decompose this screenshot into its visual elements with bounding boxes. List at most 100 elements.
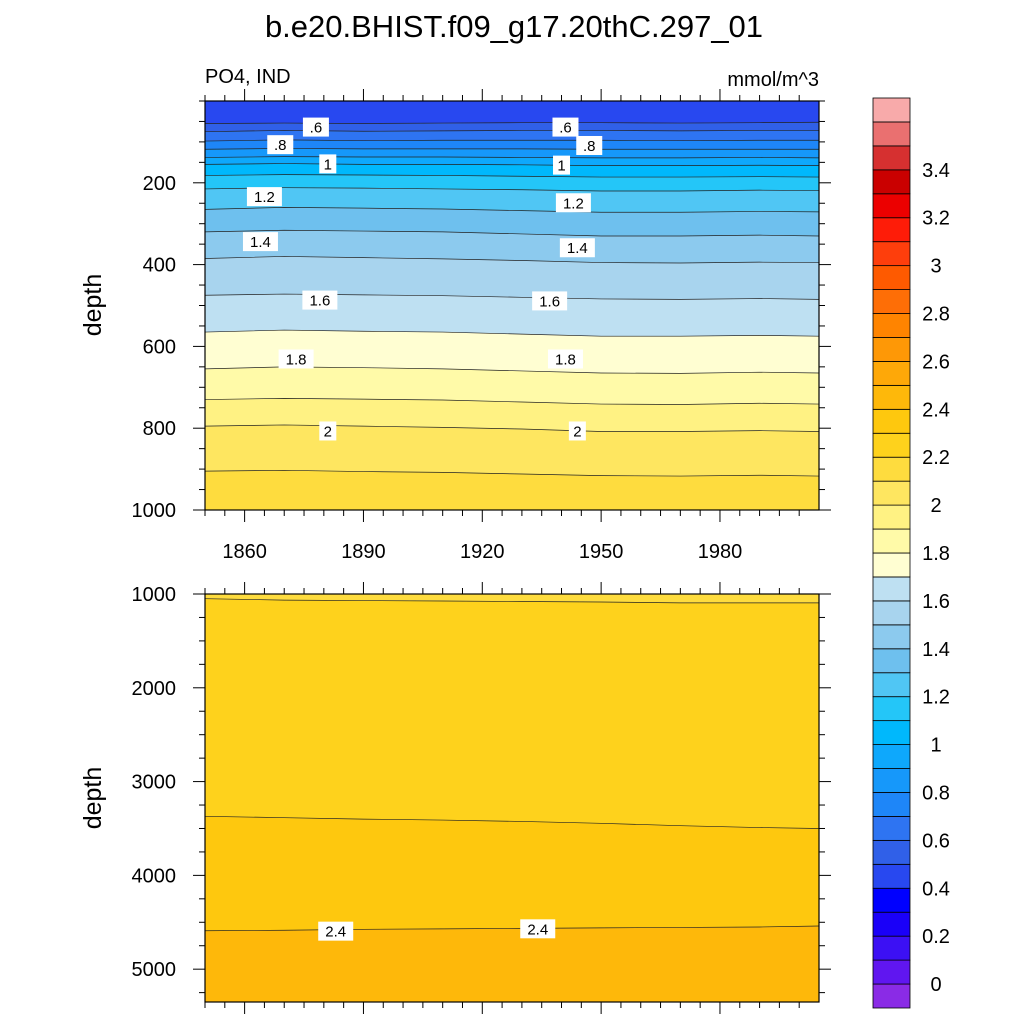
contour-label: .6 bbox=[552, 117, 579, 137]
contour-label-box bbox=[302, 117, 329, 137]
colorbar-swatch bbox=[872, 959, 911, 985]
colorbar-tick-label: 1.4 bbox=[922, 639, 950, 661]
colorbar-tick-label: 1.8 bbox=[922, 543, 950, 565]
contour-line bbox=[205, 148, 819, 150]
colorbar-swatch bbox=[872, 839, 911, 865]
colorbar-tick-label: 0 bbox=[930, 974, 941, 996]
upper-contour-lines bbox=[205, 121, 819, 477]
contour-label-text: 1.6 bbox=[539, 293, 560, 310]
upper-panel: .6 .6 .8 .8 1 1 1.2 1.2 1.4 1.4 1.6 1.6 1.8 1.8 2 2 186… bbox=[79, 89, 831, 563]
contour-label: 1.8 bbox=[278, 349, 314, 369]
y-tick-label: 600 bbox=[143, 336, 176, 358]
upper-y-axis-label: depth bbox=[79, 274, 107, 337]
colorbar-tick-label: 1 bbox=[930, 735, 941, 757]
contour-label: 1 bbox=[319, 154, 337, 174]
x-tick-label: 1980 bbox=[698, 541, 743, 563]
colorbar-tick-label: 3 bbox=[930, 256, 941, 278]
contour-fill-band bbox=[205, 256, 819, 300]
contour-label-text: 1 bbox=[557, 158, 565, 175]
contour-label: 1.8 bbox=[547, 349, 583, 369]
contour-label-box bbox=[520, 919, 556, 939]
contour-fill-band bbox=[205, 230, 819, 263]
contour-label-text: 1.4 bbox=[567, 240, 588, 257]
upper-contour-labels: .6 .6 .8 .8 1 1 1.2 1.2 1.4 1.4 1.6 1.6 1.8 1.8 2 2 bbox=[242, 117, 603, 441]
contour-label: 1.6 bbox=[532, 291, 568, 311]
contour-label-text: 1.8 bbox=[555, 351, 576, 368]
contour-fill-band bbox=[205, 816, 819, 931]
contour-label-text: .8 bbox=[583, 138, 596, 155]
contour-fill-band bbox=[205, 398, 819, 432]
colorbar-swatch bbox=[872, 720, 911, 745]
colorbar-tick-label: 2.4 bbox=[922, 399, 950, 421]
lower-plot-frame bbox=[204, 593, 820, 1003]
colorbar-swatch bbox=[872, 528, 911, 554]
contour-label-box bbox=[553, 155, 571, 175]
x-tick-label: 1890 bbox=[341, 541, 386, 563]
x-tick-label: 1920 bbox=[460, 541, 505, 563]
colorbar-swatch bbox=[872, 624, 911, 650]
contour-label-text: 1.2 bbox=[563, 195, 584, 212]
colorbar-swatch bbox=[872, 576, 911, 602]
colorbar-swatch bbox=[872, 289, 911, 314]
contour-label: 2.4 bbox=[318, 921, 354, 941]
contour-label-text: .6 bbox=[310, 120, 323, 137]
contour-label: 2.4 bbox=[520, 919, 556, 939]
lower-contour-fills bbox=[205, 594, 819, 1002]
colorbar-swatch bbox=[872, 384, 911, 410]
contour-label-text: 2 bbox=[324, 423, 332, 440]
contour-label: 1.2 bbox=[555, 193, 591, 213]
contour-label: 1.6 bbox=[302, 290, 338, 310]
contour-label-text: 1.4 bbox=[250, 234, 271, 251]
colorbar-tick-label: 2.2 bbox=[922, 447, 950, 469]
lower-contour-labels: 2.4 2.4 bbox=[318, 919, 556, 941]
contour-label-text: 2.4 bbox=[325, 924, 346, 941]
contour-label: 2 bbox=[568, 421, 586, 441]
colorbar-swatch bbox=[872, 480, 911, 506]
colorbar-swatch bbox=[872, 983, 911, 1009]
colorbar-tick-label: 3.2 bbox=[922, 208, 950, 230]
colorbar-swatch bbox=[872, 672, 911, 698]
colorbar-tick-label: 1.2 bbox=[922, 687, 950, 709]
contour-fill-band bbox=[205, 187, 819, 213]
colorbar-swatch bbox=[872, 456, 911, 482]
colorbar-swatch bbox=[872, 97, 911, 123]
y-tick-label: 200 bbox=[143, 173, 176, 195]
y-tick-label: 400 bbox=[143, 255, 176, 277]
contour-label-box bbox=[267, 135, 294, 155]
colorbar-swatch bbox=[872, 145, 911, 171]
y-tick-label: 2000 bbox=[132, 678, 177, 700]
colorbar-swatch bbox=[872, 648, 911, 674]
x-tick-label: 1950 bbox=[579, 541, 624, 563]
contour-fill-band bbox=[205, 163, 819, 178]
colorbar-tick-label: 1.6 bbox=[922, 591, 950, 613]
right-subtitle: mmol/m^3 bbox=[727, 69, 819, 91]
contour-label-box bbox=[319, 421, 337, 441]
colorbar-swatch bbox=[872, 241, 911, 267]
contour-line bbox=[205, 424, 819, 432]
contour-line bbox=[205, 469, 819, 477]
colorbar-swatch bbox=[872, 935, 911, 961]
colorbar-tick-label: 2 bbox=[930, 495, 941, 517]
colorbar-swatch bbox=[872, 169, 911, 195]
contour-label-text: 1.8 bbox=[286, 351, 307, 368]
contour-label-box bbox=[532, 291, 568, 311]
contour-line bbox=[205, 229, 819, 237]
contour-line bbox=[205, 139, 819, 142]
colorbar-swatch bbox=[872, 217, 911, 243]
colorbar-swatch bbox=[872, 768, 911, 793]
contour-label-box bbox=[246, 187, 282, 207]
figure-title: b.e20.BHIST.f09_g17.20thC.297_01 bbox=[265, 9, 763, 44]
contour-fill-band bbox=[205, 294, 819, 337]
lower-y-axis-label: depth bbox=[79, 767, 107, 830]
colorbar-swatch bbox=[872, 193, 911, 219]
contour-line bbox=[205, 256, 819, 264]
contour-fill-band bbox=[205, 926, 819, 1002]
contour-fill-band bbox=[205, 207, 819, 236]
colorbar-tick-label: 3.4 bbox=[922, 160, 950, 182]
contour-label-text: 2.4 bbox=[527, 921, 548, 938]
contour-label-box bbox=[278, 349, 314, 369]
contour-fill-band bbox=[205, 101, 819, 124]
contour-label-text: 1.2 bbox=[254, 189, 275, 206]
contour-fill-band bbox=[205, 424, 819, 477]
